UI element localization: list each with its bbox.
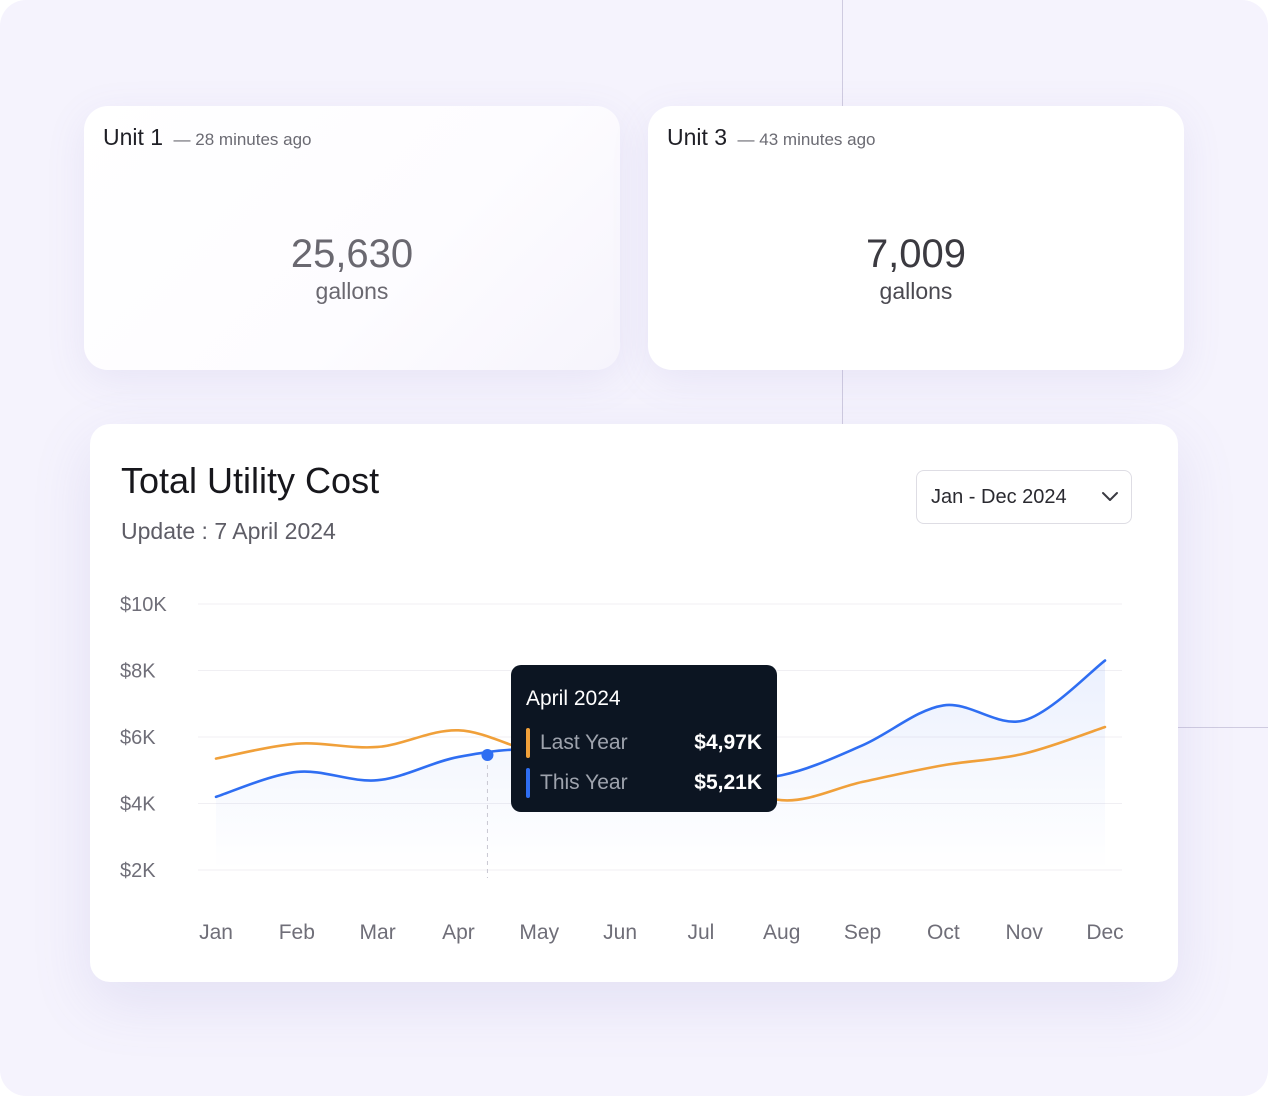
tooltip-series-value: $4,97K <box>694 731 762 754</box>
tooltip-series-name: Last Year <box>540 731 628 754</box>
tooltip-title: April 2024 <box>526 687 621 710</box>
y-tick-label: $2K <box>120 860 156 882</box>
x-tick-label: Apr <box>442 921 475 944</box>
x-tick-label: Oct <box>927 921 960 944</box>
chevron-down-icon <box>1102 492 1118 501</box>
unit-card-unit-1[interactable]: Unit 1 — 28 minutes ago 25,630 gallons <box>84 106 620 370</box>
x-tick-label: Aug <box>763 921 800 944</box>
unit-updated-time: — 28 minutes ago <box>173 130 312 149</box>
unit-updated-time: — 43 minutes ago <box>737 130 876 149</box>
date-range-dropdown[interactable]: Jan - Dec 2024 <box>916 470 1132 524</box>
x-tick-label: Jun <box>603 921 637 944</box>
tooltip-series-value: $5,21K <box>694 771 762 794</box>
x-tick-label: Dec <box>1086 921 1123 944</box>
y-tick-label: $8K <box>120 661 156 683</box>
unit-value: 7,009 <box>865 232 967 276</box>
this-year-area-fill <box>216 660 1105 870</box>
y-tick-label: $10K <box>120 594 167 616</box>
chart-title: Total Utility Cost <box>121 460 380 501</box>
unit-value: 25,630 <box>290 232 414 276</box>
y-tick-label: $6K <box>120 727 156 749</box>
unit-card-header: Unit 1 — 28 minutes ago <box>103 124 312 151</box>
tooltip-series-name: This Year <box>540 771 628 794</box>
x-tick-label: Jul <box>687 921 714 944</box>
guide-line-horizontal <box>1178 727 1268 728</box>
x-tick-label: Sep <box>844 921 881 944</box>
date-range-value: Jan - Dec 2024 <box>931 486 1067 508</box>
x-tick-label: Mar <box>360 921 396 944</box>
x-tick-label: Nov <box>1006 921 1044 944</box>
hover-point[interactable] <box>481 748 494 761</box>
unit-name: Unit 3 <box>667 124 728 150</box>
x-tick-label: Jan <box>199 921 233 944</box>
unit-measure: gallons <box>315 278 389 304</box>
tooltip-row-this-year: This Year $5,21K <box>526 767 762 798</box>
legend-swatch-this-year <box>526 768 530 798</box>
legend-swatch-last-year <box>526 728 530 758</box>
unit-name: Unit 1 <box>103 124 164 150</box>
utility-cost-card: $10K $8K $6K $4K $2K Jan Feb Mar Apr May Jun Jul Au… <box>90 424 1178 982</box>
unit-measure: gallons <box>879 278 953 304</box>
chart-tooltip: April 2024 Last Year $4,97K This Year $5… <box>511 665 777 812</box>
y-tick-label: $4K <box>120 794 156 816</box>
x-tick-label: Feb <box>279 921 315 944</box>
unit-card-unit-3[interactable]: Unit 3 — 43 minutes ago 7,009 gallons <box>648 106 1184 370</box>
tooltip-row-last-year: Last Year $4,97K <box>526 727 762 758</box>
x-tick-label: May <box>519 921 559 944</box>
unit-card-header: Unit 3 — 43 minutes ago <box>667 124 876 151</box>
cost-line-chart: $10K $8K $6K $4K $2K Jan Feb Mar Apr May Jun Jul Au… <box>120 594 1124 944</box>
chart-update-date: Update : 7 April 2024 <box>121 518 336 544</box>
